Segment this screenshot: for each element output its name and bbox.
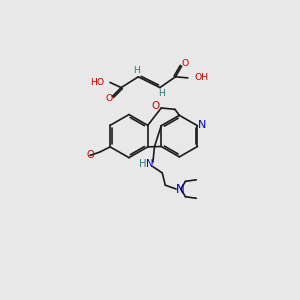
Text: H: H <box>139 159 147 170</box>
Text: O: O <box>182 59 189 68</box>
Text: H: H <box>133 66 140 75</box>
Text: N: N <box>176 182 184 196</box>
Text: O: O <box>106 94 113 103</box>
Text: N: N <box>146 159 154 170</box>
Text: N: N <box>198 120 206 130</box>
Text: H: H <box>158 89 165 98</box>
Text: O: O <box>152 101 160 112</box>
Text: HO: HO <box>90 78 104 87</box>
Text: O: O <box>86 150 94 160</box>
Text: OH: OH <box>195 73 209 82</box>
